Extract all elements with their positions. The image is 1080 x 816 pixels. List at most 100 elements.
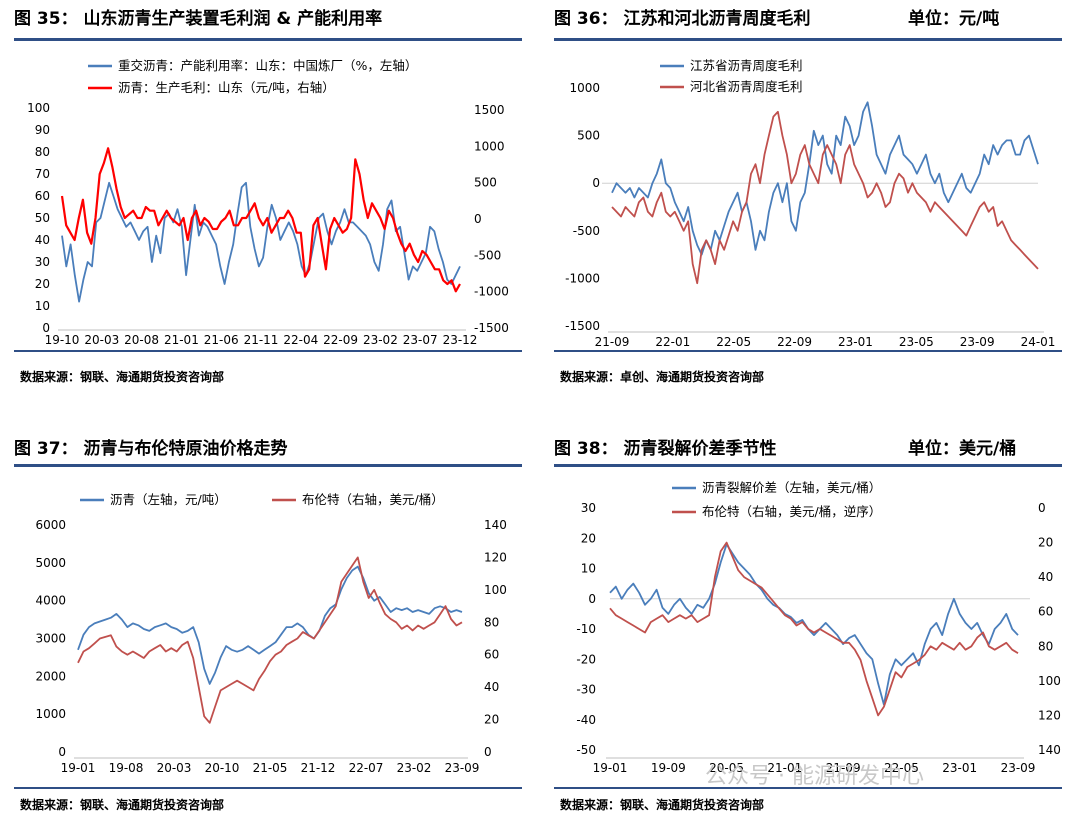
- series-line-2: [60, 147, 461, 293]
- y2-tick-label: 0: [484, 745, 492, 759]
- y-tick-label: 500: [577, 129, 600, 143]
- y-tick-label: -30: [576, 683, 596, 697]
- y-tick-label: 1000: [569, 81, 600, 95]
- y-tick-label: 40: [35, 233, 50, 247]
- chart-svg: 6000 5000 4000 3000 2000 1000 0 140 120 100 80 60 40…: [35, 492, 507, 775]
- chart-svg: 3020100-10-20-30-40-50020406080100120140…: [576, 480, 1061, 775]
- y-tick-label: 2000: [35, 669, 66, 683]
- x-tick-label: 23-01: [838, 335, 873, 349]
- y-tick-label: 60: [35, 189, 50, 203]
- y-tick-label: 6000: [35, 518, 66, 532]
- y-tick-label: -50: [576, 743, 596, 757]
- series-line-1: [611, 101, 1039, 256]
- x-tick-label: 22-05: [716, 335, 751, 349]
- x-tick-label: 23-07: [403, 333, 438, 347]
- x-tick-label: 20-08: [124, 333, 159, 347]
- y-tick-label: 0: [588, 592, 596, 606]
- x-tick-label: 20-03: [84, 333, 119, 347]
- panel-fig38: 图 38： 沥青裂解价差季节性 单位：美元/桶 30 20 10 0 -10 -20 -30…: [540, 430, 1080, 816]
- y2-tick-label: 1500: [474, 103, 505, 117]
- y2-tick-label: 80: [1038, 639, 1053, 653]
- x-tick-label: 22-01: [655, 335, 690, 349]
- y2-tick-label: 0: [1038, 501, 1046, 515]
- legend-label-1: 重交沥青：产能利用率：山东：中国炼厂（%，左轴）: [118, 58, 417, 73]
- x-tick-label: 19-10: [45, 333, 80, 347]
- panel-fig37: 图 37： 沥青与布伦特原油价格走势 6000 5000 4000 3000 2000 1…: [0, 430, 540, 816]
- series-line-1: [61, 181, 461, 303]
- y-tick-label: -1000: [565, 271, 600, 285]
- y2-tick-label: 40: [1038, 570, 1053, 584]
- series-line-2: [609, 541, 1019, 717]
- x-tick-label: 19-08: [109, 761, 144, 775]
- chart-title: 图 37： 沥青与布伦特原油价格走势: [14, 439, 288, 459]
- x-tick-label: 22-09: [777, 335, 812, 349]
- x-tick-label: 20-05: [709, 761, 744, 775]
- x-tick-label: 23-01: [942, 761, 977, 775]
- series-line-2: [611, 110, 1039, 285]
- y-tick-label: 30: [35, 255, 50, 269]
- y2-tick-label: 1000: [474, 139, 505, 153]
- x-tick-label: 23-05: [899, 335, 934, 349]
- source-note: 数据来源：钢联、海通期货投资咨询部: [20, 798, 225, 812]
- x-tick-label: 23-02: [397, 761, 432, 775]
- y-tick-label: -500: [573, 224, 600, 238]
- y2-tick-label: 80: [484, 615, 499, 629]
- title-rule: [554, 38, 1062, 41]
- title-rule: [554, 464, 1062, 467]
- y-tick-label: 70: [35, 167, 50, 181]
- y-tick-label: 0: [592, 176, 600, 190]
- y2-tick-label: -1000: [474, 285, 509, 299]
- x-tick-label: 23-09: [1001, 761, 1036, 775]
- y2-tick-label: 120: [484, 550, 507, 564]
- y-tick-label: 1000: [35, 707, 66, 721]
- y-tick-label: 0: [42, 321, 50, 335]
- legend-label-2: 河北省沥青周度毛利: [690, 79, 803, 94]
- y-tick-label: -10: [576, 622, 596, 636]
- x-tick-label: 23-12: [443, 333, 478, 347]
- x-tick-label: 22-05: [884, 761, 919, 775]
- legend-label-1: 江苏省沥青周度毛利: [690, 58, 803, 73]
- y2-tick-label: -1500: [474, 321, 509, 335]
- series-line-2: [77, 556, 463, 724]
- y-tick-label: 90: [35, 123, 50, 137]
- x-tick-label: 22-09: [323, 333, 358, 347]
- chart-svg: 1009080706050403020100150010005000-500-1…: [27, 58, 509, 347]
- y-tick-label: 50: [35, 211, 50, 225]
- y-tick-label: 10: [581, 562, 596, 576]
- x-tick-label: 19-01: [593, 761, 628, 775]
- chart-title: 图 35： 山东沥青生产装置毛利润 & 产能利用率: [14, 9, 383, 29]
- y-tick-label: 20: [581, 531, 596, 545]
- y2-tick-label: 20: [484, 713, 499, 727]
- y2-tick-label: 40: [484, 680, 499, 694]
- chart-svg: 1000 500 0 -500 -1000 -1500 21-09 22-01 22-05 22-…: [565, 58, 1056, 349]
- x-tick-label: 19-09: [651, 761, 686, 775]
- bottom-rule: [14, 787, 522, 789]
- series-line-1: [609, 543, 1019, 706]
- x-tick-label: 21-01: [767, 761, 802, 775]
- y2-tick-label: 60: [484, 648, 499, 662]
- series-line-1: [77, 565, 463, 685]
- y-tick-label: 5000: [35, 556, 66, 570]
- y2-tick-label: 20: [1038, 536, 1053, 550]
- x-tick-label: 24-01: [1021, 335, 1056, 349]
- y-tick-label: 30: [581, 501, 596, 515]
- y-tick-label: 0: [58, 745, 66, 759]
- x-tick-label: 21-05: [253, 761, 288, 775]
- x-tick-label: 23-09: [960, 335, 995, 349]
- source-note: 数据来源：钢联、海通期货投资咨询部: [560, 798, 765, 812]
- x-tick-label: 21-09: [826, 761, 861, 775]
- legend-label-1: 沥青（左轴，元/吨）: [110, 492, 227, 507]
- unit-label: 单位：元/吨: [908, 9, 1000, 29]
- y-tick-label: 20: [35, 277, 50, 291]
- y2-tick-label: 140: [1038, 743, 1061, 757]
- source-note: 数据来源：钢联、海通期货投资咨询部: [20, 370, 225, 384]
- legend-label-2: 布伦特（右轴，美元/桶，逆序）: [702, 504, 881, 519]
- y-tick-label: 10: [35, 299, 50, 313]
- x-tick-label: 19-01: [61, 761, 96, 775]
- legend-label-2: 沥青：生产毛利：山东（元/吨，右轴）: [118, 80, 335, 95]
- x-tick-label: 21-06: [204, 333, 239, 347]
- y-tick-label: -40: [576, 713, 596, 727]
- x-tick-label: 21-12: [301, 761, 336, 775]
- y2-tick-label: 120: [1038, 708, 1061, 722]
- x-tick-label: 23-09: [445, 761, 480, 775]
